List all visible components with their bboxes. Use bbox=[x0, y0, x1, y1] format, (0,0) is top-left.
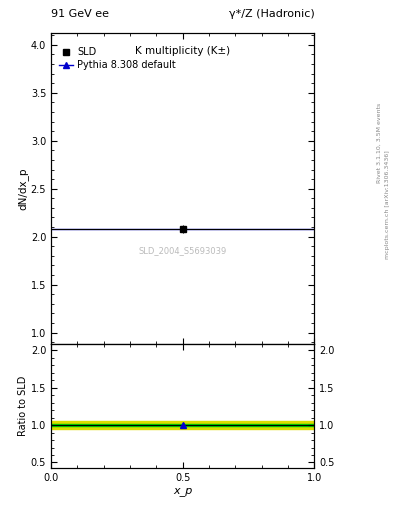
Text: mcplots.cern.ch [arXiv:1306.3436]: mcplots.cern.ch [arXiv:1306.3436] bbox=[385, 151, 389, 259]
X-axis label: x_p: x_p bbox=[173, 486, 193, 496]
Text: 91 GeV ee: 91 GeV ee bbox=[51, 9, 109, 19]
Y-axis label: Ratio to SLD: Ratio to SLD bbox=[18, 376, 28, 437]
Text: γ*/Z (Hadronic): γ*/Z (Hadronic) bbox=[229, 9, 314, 19]
Text: Rivet 3.1.10, 3.5M events: Rivet 3.1.10, 3.5M events bbox=[377, 103, 382, 183]
Bar bbox=[51, 421, 314, 429]
Legend: SLD, Pythia 8.308 default: SLD, Pythia 8.308 default bbox=[59, 48, 176, 70]
Text: K multiplicity (K±): K multiplicity (K±) bbox=[135, 46, 230, 56]
Bar bbox=[51, 424, 314, 426]
Text: SLD_2004_S5693039: SLD_2004_S5693039 bbox=[139, 246, 227, 255]
Y-axis label: dN/dx_p: dN/dx_p bbox=[17, 167, 28, 210]
